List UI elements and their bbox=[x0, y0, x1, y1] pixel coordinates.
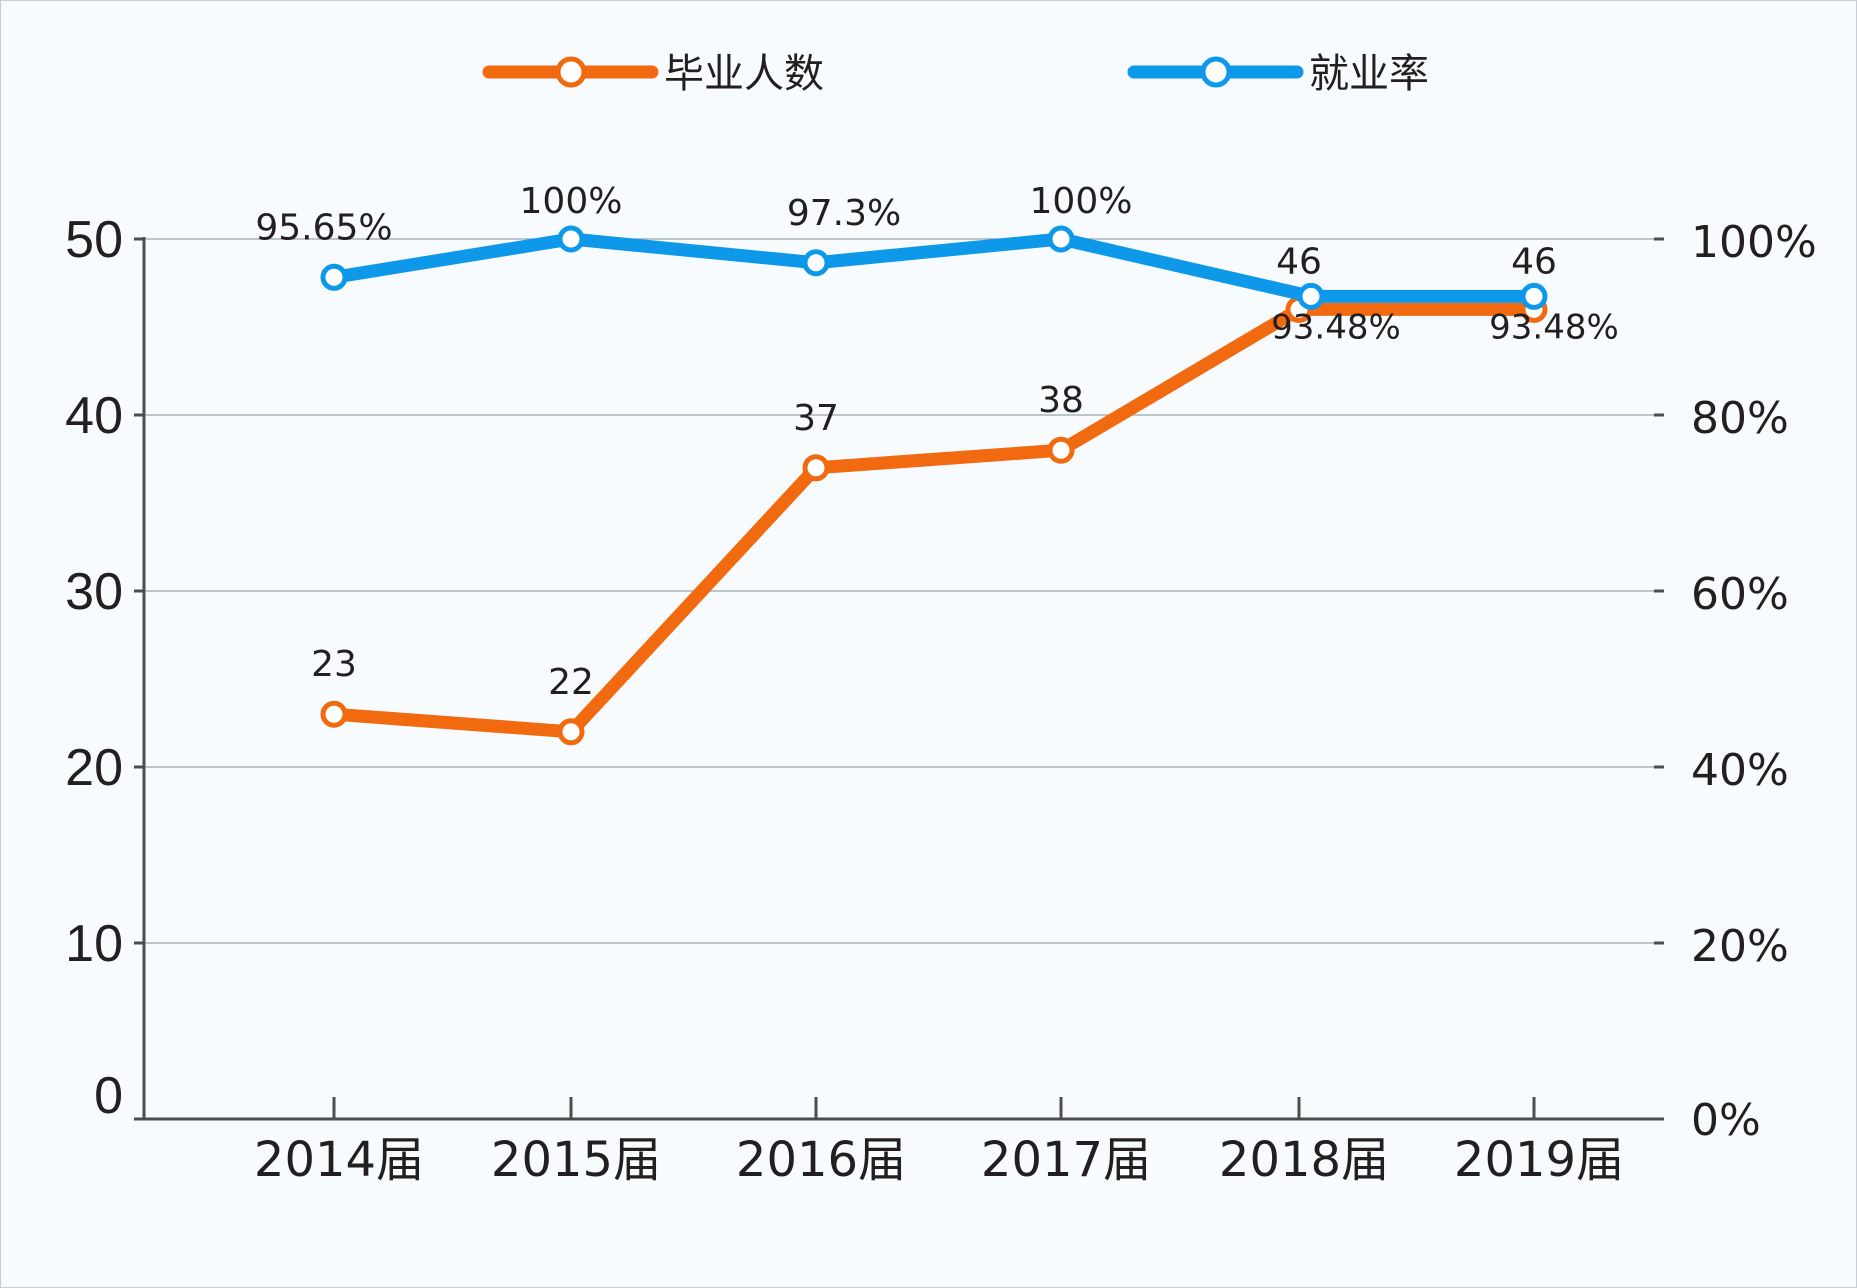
series-1-data-label-3: 100% bbox=[1030, 181, 1133, 222]
x-tick-label-4: 2018届 bbox=[1219, 1132, 1389, 1188]
left-tick-label-1: 10 bbox=[65, 915, 123, 973]
x-tick-label-3: 2017届 bbox=[981, 1132, 1151, 1188]
legend-swatch-marker-0 bbox=[555, 56, 587, 88]
right-tick-label-4: 80% bbox=[1691, 393, 1789, 444]
series-line-0 bbox=[327, 302, 1541, 739]
legend-swatch-marker-1 bbox=[1200, 56, 1232, 88]
series-1-data-label-1: 100% bbox=[520, 181, 623, 222]
right-tick-label-0: 0% bbox=[1691, 1095, 1761, 1146]
series-1-data-label-0: 95.65% bbox=[255, 207, 392, 248]
series-0-point-2 bbox=[802, 454, 830, 482]
series-1-point-3 bbox=[1047, 225, 1075, 253]
left-tick-label-0: 0 bbox=[94, 1067, 123, 1125]
right-tick-label-5: 100% bbox=[1691, 217, 1817, 268]
series-0-point-3 bbox=[1047, 436, 1075, 464]
right-tick-label-2: 40% bbox=[1691, 745, 1789, 796]
legend-label-0: 毕业人数 bbox=[664, 51, 824, 97]
left-tick-label-3: 30 bbox=[65, 563, 123, 621]
series-0-data-label-5: 46 bbox=[1511, 241, 1557, 282]
x-tick-label-0: 2014届 bbox=[254, 1132, 424, 1188]
series-1-data-label-2: 97.3% bbox=[787, 193, 901, 234]
left-tick-label-4: 40 bbox=[65, 387, 123, 445]
left-tick-label-2: 20 bbox=[65, 739, 123, 797]
series-0-data-label-0: 23 bbox=[311, 644, 357, 685]
left-tick-label-5: 50 bbox=[65, 211, 123, 269]
legend-label-1: 就业率 bbox=[1309, 51, 1429, 97]
series-1-point-4 bbox=[1297, 282, 1325, 310]
series-0-point-0 bbox=[320, 700, 348, 728]
x-tick-label-1: 2015届 bbox=[491, 1132, 661, 1188]
series-1-data-label-5: 93.48% bbox=[1489, 307, 1619, 347]
series-1-point-0 bbox=[320, 263, 348, 291]
right-tick-label-1: 20% bbox=[1691, 921, 1789, 972]
series-1-point-1 bbox=[557, 225, 585, 253]
series-1-data-label-4: 93.48% bbox=[1271, 307, 1401, 347]
series-0-point-1 bbox=[557, 718, 585, 746]
x-tick-label-2: 2016届 bbox=[736, 1132, 906, 1188]
series-1-point-2 bbox=[802, 249, 830, 277]
x-tick-label-5: 2019届 bbox=[1454, 1132, 1624, 1188]
series-0-data-label-2: 37 bbox=[793, 398, 839, 439]
right-tick-label-3: 60% bbox=[1691, 569, 1789, 620]
series-0-data-label-1: 22 bbox=[548, 662, 594, 703]
series-line-1 bbox=[327, 232, 1541, 303]
series-0-data-label-4: 46 bbox=[1276, 241, 1322, 282]
series-1-point-5 bbox=[1520, 282, 1548, 310]
series-0-data-label-3: 38 bbox=[1038, 380, 1084, 421]
